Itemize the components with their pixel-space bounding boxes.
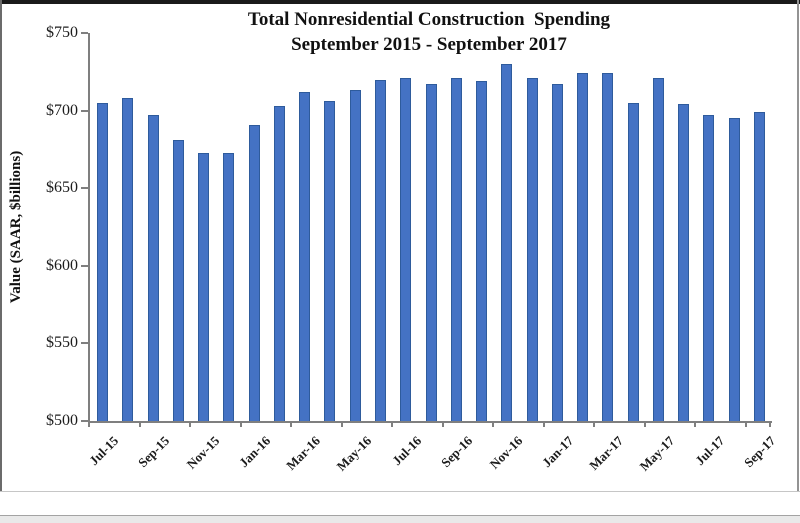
bar-feb-17 <box>577 73 589 421</box>
bar-oct-15 <box>172 140 184 421</box>
y-tick-label: $650 <box>46 179 78 197</box>
bar-dec-16 <box>526 78 538 421</box>
bar-jan-16 <box>248 124 260 421</box>
y-tick-mark <box>81 264 88 267</box>
frame-bottom-border <box>0 491 800 492</box>
frame-left-border <box>0 0 2 492</box>
y-tick-mark <box>81 342 88 345</box>
x-tick-mark <box>694 421 697 427</box>
x-tick-mark <box>391 421 394 427</box>
bar-aug-16 <box>425 84 437 421</box>
x-tick-label-mar-16: Mar-16 <box>283 433 324 473</box>
x-tick-label-sep-15: Sep-15 <box>134 433 172 471</box>
x-tick-label-nov-15: Nov-15 <box>183 433 223 472</box>
x-tick-mark <box>290 421 293 427</box>
y-tick-mark <box>81 420 88 422</box>
bar-mar-17 <box>602 73 614 421</box>
bar-sep-15 <box>147 115 159 421</box>
bar-nov-15 <box>198 152 210 421</box>
bar-jul-16 <box>400 78 412 421</box>
y-tick-label: $600 <box>46 256 78 274</box>
x-tick-mark <box>492 421 495 427</box>
x-axis <box>88 421 772 429</box>
bar-dec-15 <box>223 152 235 421</box>
bar-mar-16 <box>299 91 311 421</box>
x-tick-label-mar-17: Mar-17 <box>586 433 627 473</box>
bar-may-16 <box>349 90 361 421</box>
frame-top-border <box>0 0 800 4</box>
x-tick-mark <box>769 421 771 427</box>
x-tick-mark <box>138 421 141 427</box>
y-tick-label: $500 <box>46 412 78 429</box>
bar-jul-15 <box>97 102 109 421</box>
bar-jun-17 <box>678 104 690 421</box>
x-tick-label-sep-17: Sep-17 <box>740 433 778 471</box>
bar-jul-17 <box>703 115 715 421</box>
x-tick-label-may-16: May-16 <box>333 433 374 474</box>
plot-area <box>88 33 772 423</box>
x-tick-mark <box>239 421 242 427</box>
frame-right-border <box>797 0 799 492</box>
x-tick-label-jan-16: Jan-16 <box>235 433 273 471</box>
x-tick-label-jul-15: Jul-15 <box>86 433 122 469</box>
y-tick-mark <box>81 187 88 190</box>
x-tick-mark <box>340 421 343 427</box>
y-tick-label: $550 <box>46 334 78 352</box>
x-tick-mark <box>593 421 596 427</box>
x-tick-label-jan-17: Jan-17 <box>538 433 576 471</box>
x-axis-labels: Jul-15 Sep-15 Nov-15 Jan-16 Mar-16 May-16 Jul-… <box>86 429 778 501</box>
x-tick-mark <box>744 421 747 427</box>
x-tick-mark <box>441 421 444 427</box>
y-tick-mark <box>81 32 88 34</box>
chart-subtitle: September 2015 - September 2017 <box>291 34 567 55</box>
bar-sep-17 <box>753 112 765 421</box>
bar-apr-16 <box>324 101 336 421</box>
x-tick-label-nov-16: Nov-16 <box>486 433 526 472</box>
x-tick-mark <box>643 421 646 427</box>
page-background-band <box>0 515 800 523</box>
x-tick-mark <box>189 421 192 427</box>
x-tick-label-sep-16: Sep-16 <box>437 433 475 471</box>
y-tick-mark <box>81 109 88 112</box>
bar-aug-17 <box>728 118 740 421</box>
bar-apr-17 <box>627 102 639 421</box>
x-tick-label-may-17: May-17 <box>636 433 677 474</box>
bar-nov-16 <box>501 64 513 421</box>
x-tick-mark <box>542 421 545 427</box>
bar-jun-16 <box>374 79 386 421</box>
y-tick-label: $750 <box>46 24 78 41</box>
y-tick-label: $700 <box>46 101 78 119</box>
bar-feb-16 <box>273 105 285 421</box>
bar-sep-16 <box>450 78 462 421</box>
x-tick-mark <box>88 421 90 427</box>
y-axis-title: Value (SAAR, $billions) <box>8 150 24 304</box>
x-tick-label-jul-16: Jul-16 <box>389 433 425 469</box>
bar-oct-16 <box>476 81 488 421</box>
x-tick-label-jul-17: Jul-17 <box>692 433 728 469</box>
bar-may-17 <box>652 78 664 421</box>
chart-title: Total Nonresidential Construction Spendi… <box>247 9 611 30</box>
bar-jan-17 <box>551 84 563 421</box>
bar-aug-15 <box>122 98 134 421</box>
